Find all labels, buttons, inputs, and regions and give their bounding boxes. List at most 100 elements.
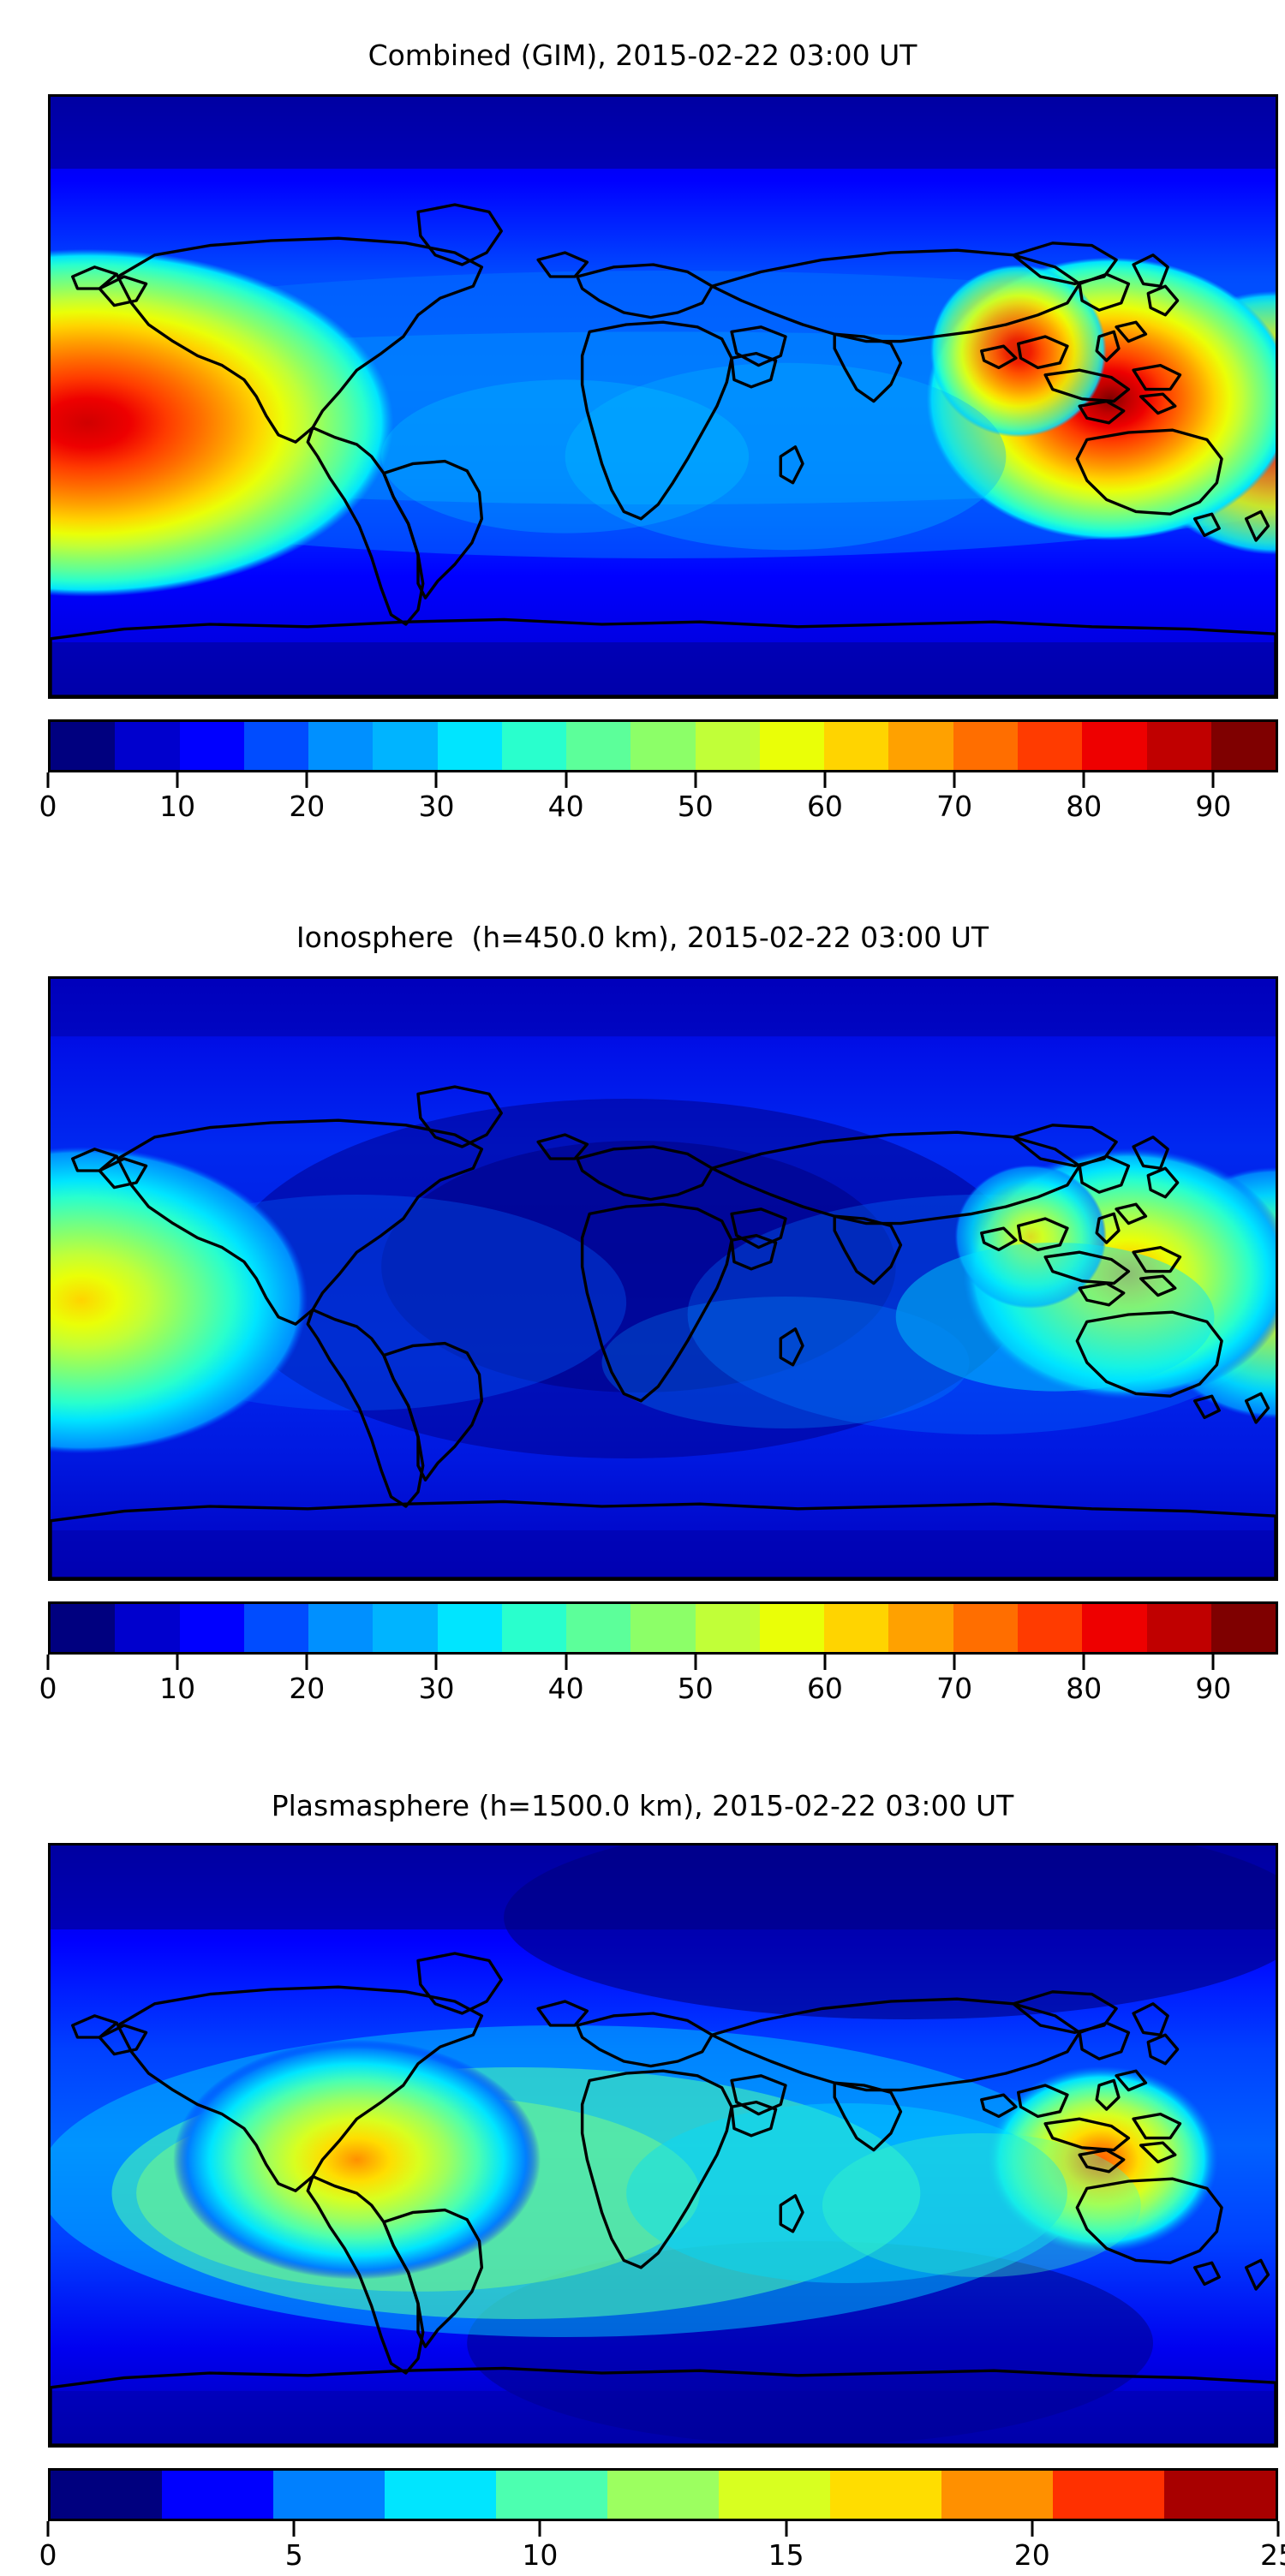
colorbar-tick-label-0: 0: [39, 1672, 57, 1705]
colorbar-segment-4: [308, 722, 374, 770]
colorbar-segment-5: [607, 2471, 719, 2519]
colorbar-ticks-plasmasphere: [46, 2521, 1280, 2537]
colorbar-tick-4: [565, 1655, 568, 1670]
colorbar-segment-16: [1082, 722, 1147, 770]
colorbar-combined: 0 10 20 30 40 50 60 70 80 90: [39, 719, 1278, 827]
colorbar-tick-label-6: 60: [806, 1672, 843, 1705]
colorbar-tick-2: [305, 1655, 308, 1670]
colorbar-tick-label-0: 0: [39, 790, 57, 823]
colorbar-tick-label-2: 20: [289, 790, 326, 823]
colorbar-segment-3: [385, 2471, 496, 2519]
colorbar-tick-7: [953, 1655, 956, 1670]
colorbar-tick-label-0: 0: [39, 2538, 57, 2572]
map-axes-combined: [48, 94, 1278, 699]
colorbar-segment-8: [941, 2471, 1053, 2519]
colorbar-tick-label-2: 20: [289, 1672, 326, 1705]
colorbar-tick-label-5: 50: [677, 790, 714, 823]
colorbar-tick-label-1: 10: [159, 1672, 196, 1705]
colorbar-tick-label-3: 30: [418, 790, 455, 823]
tec-field-combined: [51, 97, 1276, 696]
colorbar-tick-0: [46, 772, 50, 788]
colorbar-tick-label-4: 40: [547, 1672, 584, 1705]
colorbar-segment-7: [830, 2471, 941, 2519]
colorbar-tick-1: [292, 2521, 296, 2537]
colorbar-segment-13: [888, 722, 953, 770]
tec-field-plasmasphere: [51, 1846, 1276, 2445]
colorbar-segment-0: [51, 2471, 162, 2519]
colorbar-segment-12: [824, 1604, 889, 1652]
colorbar-segment-8: [566, 722, 631, 770]
colorbar-tick-label-7: 70: [936, 1672, 973, 1705]
colorbar-segment-4: [496, 2471, 607, 2519]
colorbar-tick-6: [823, 1655, 827, 1670]
colorbar-gradient-plasmasphere: [48, 2468, 1278, 2521]
colorbar-tick-3: [434, 772, 438, 788]
colorbar-segment-10: [695, 1604, 760, 1652]
map-axes-ionosphere: [48, 976, 1278, 1581]
colorbar-tick-5: [1276, 2521, 1280, 2537]
colorbar-segment-17: [1146, 1604, 1211, 1652]
panel-title-ionosphere: Ionosphere (h=450.0 km), 2015-02-22 03:0…: [296, 921, 989, 954]
colorbar-segment-14: [953, 722, 1018, 770]
colorbar-segment-11: [759, 722, 825, 770]
colorbar-segment-9: [631, 722, 696, 770]
colorbar-tick-7: [953, 772, 956, 788]
colorbar-segment-1: [115, 1604, 180, 1652]
colorbar-tick-9: [1211, 772, 1215, 788]
colorbar-tick-8: [1082, 1655, 1085, 1670]
colorbar-tick-2: [305, 772, 308, 788]
colorbar-segment-3: [243, 722, 309, 770]
colorbar-tick-9: [1211, 1655, 1215, 1670]
colorbar-segment-7: [501, 722, 567, 770]
colorbar-tick-0: [46, 1655, 50, 1670]
colorbar-segment-0: [51, 722, 116, 770]
colorbar-segment-1: [162, 2471, 273, 2519]
colorbar-tick-label-9: 90: [1195, 790, 1232, 823]
colorbar-segment-4: [308, 1604, 374, 1652]
colorbar-segment-18: [1210, 1604, 1276, 1652]
colorbar-ticks-combined: [46, 772, 1278, 788]
colorbar-tick-label-9: 90: [1195, 1672, 1232, 1705]
colorbar-tick-5: [694, 1655, 697, 1670]
colorbar-segment-6: [437, 722, 502, 770]
tec-field-ionosphere: [51, 979, 1276, 1578]
colorbar-tick-label-1: 5: [284, 2538, 303, 2572]
colorbar-segment-11: [759, 1604, 825, 1652]
colorbar-tick-4: [565, 772, 568, 788]
map-axes-plasmasphere: [48, 1843, 1278, 2448]
colorbar-tick-label-2: 10: [522, 2538, 559, 2572]
colorbar-tick-label-5: 50: [677, 1672, 714, 1705]
colorbar-segment-2: [273, 2471, 385, 2519]
colorbar-ticks-ionosphere: [46, 1655, 1278, 1670]
colorbar-tick-1: [176, 1655, 179, 1670]
panel-combined: Combined (GIM), 2015-02-22 03:00 UT: [0, 0, 1285, 856]
colorbar-tick-6: [823, 772, 827, 788]
colorbar-segment-5: [373, 722, 438, 770]
colorbar-segment-17: [1146, 722, 1211, 770]
colorbar-segment-2: [179, 722, 244, 770]
colorbar-segment-3: [243, 1604, 309, 1652]
colorbar-tick-label-4: 40: [547, 790, 584, 823]
colorbar-segment-9: [631, 1604, 696, 1652]
colorbar-segment-8: [566, 1604, 631, 1652]
colorbar-segment-6: [719, 2471, 830, 2519]
colorbar-tick-label-3: 30: [418, 1672, 455, 1705]
colorbar-plasmasphere: 0 5 10 15 20 25: [39, 2468, 1285, 2576]
colorbar-segment-5: [373, 1604, 438, 1652]
colorbar-segment-9: [1053, 2471, 1164, 2519]
colorbar-tick-label-1: 10: [159, 790, 196, 823]
colorbar-tick-1: [176, 772, 179, 788]
colorbar-segment-1: [115, 722, 180, 770]
panel-plasmasphere: Plasmasphere (h=1500.0 km), 2015-02-22 0…: [0, 1764, 1285, 2572]
panel-title-plasmasphere: Plasmasphere (h=1500.0 km), 2015-02-22 0…: [271, 1789, 1014, 1822]
colorbar-segment-6: [437, 1604, 502, 1652]
colorbar-segment-18: [1210, 722, 1276, 770]
colorbar-tick-label-7: 70: [936, 790, 973, 823]
colorbar-tick-label-5: 25: [1260, 2538, 1285, 2572]
colorbar-tick-3: [434, 1655, 438, 1670]
colorbar-tick-label-6: 60: [806, 790, 843, 823]
colorbar-tick-2: [538, 2521, 541, 2537]
colorbar-segment-2: [179, 1604, 244, 1652]
colorbar-tick-label-8: 80: [1066, 790, 1103, 823]
